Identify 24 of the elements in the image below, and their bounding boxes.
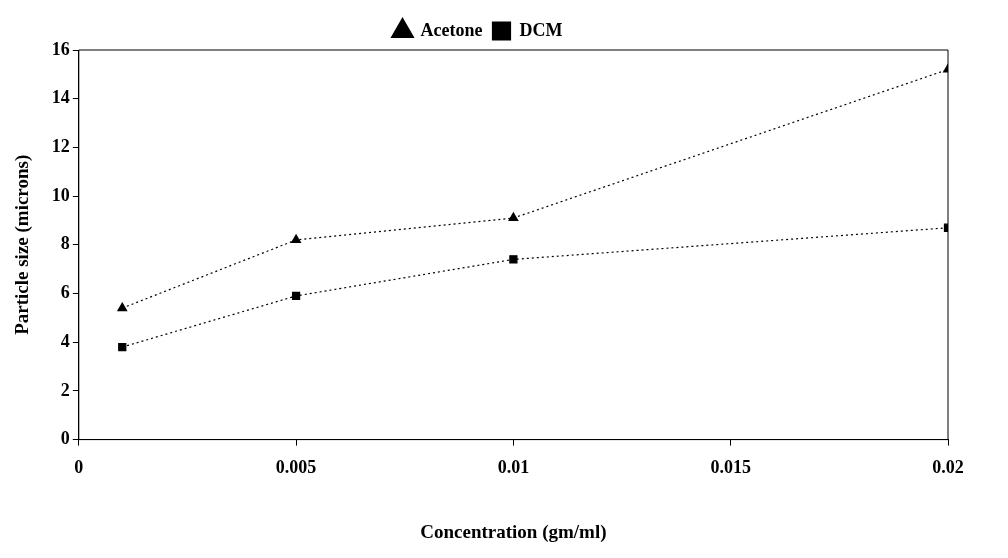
x-tick-label: 0.02: [932, 457, 964, 478]
y-tick-label: 14: [51, 87, 70, 108]
y-axis-title: Particle size (microns): [11, 154, 34, 335]
y-tick-label: 4: [60, 330, 70, 351]
y-tick-label: 0: [60, 428, 70, 449]
x-tick-label: 0.01: [497, 457, 530, 478]
legend-label: DCM: [519, 19, 563, 40]
point: [118, 342, 127, 352]
x-tick-label: 0.005: [275, 457, 317, 478]
x-tick-label: 0.015: [710, 457, 751, 478]
y-tick-label: 8: [60, 233, 70, 254]
point: [117, 302, 128, 312]
y-tick-label: 16: [51, 38, 70, 59]
x-axis-title: Concentration (gm/ml): [420, 520, 607, 543]
point: [291, 234, 302, 244]
y-tick-label: 2: [60, 379, 70, 400]
point: [509, 255, 518, 264]
x-tick-label: 0: [74, 457, 84, 478]
y-tick-label: 10: [51, 184, 70, 205]
legend-label: Acetone: [420, 19, 483, 40]
point: [508, 212, 519, 222]
y-tick-label: 12: [51, 136, 70, 157]
point: [291, 291, 301, 301]
y-tick-label: 6: [60, 282, 70, 303]
